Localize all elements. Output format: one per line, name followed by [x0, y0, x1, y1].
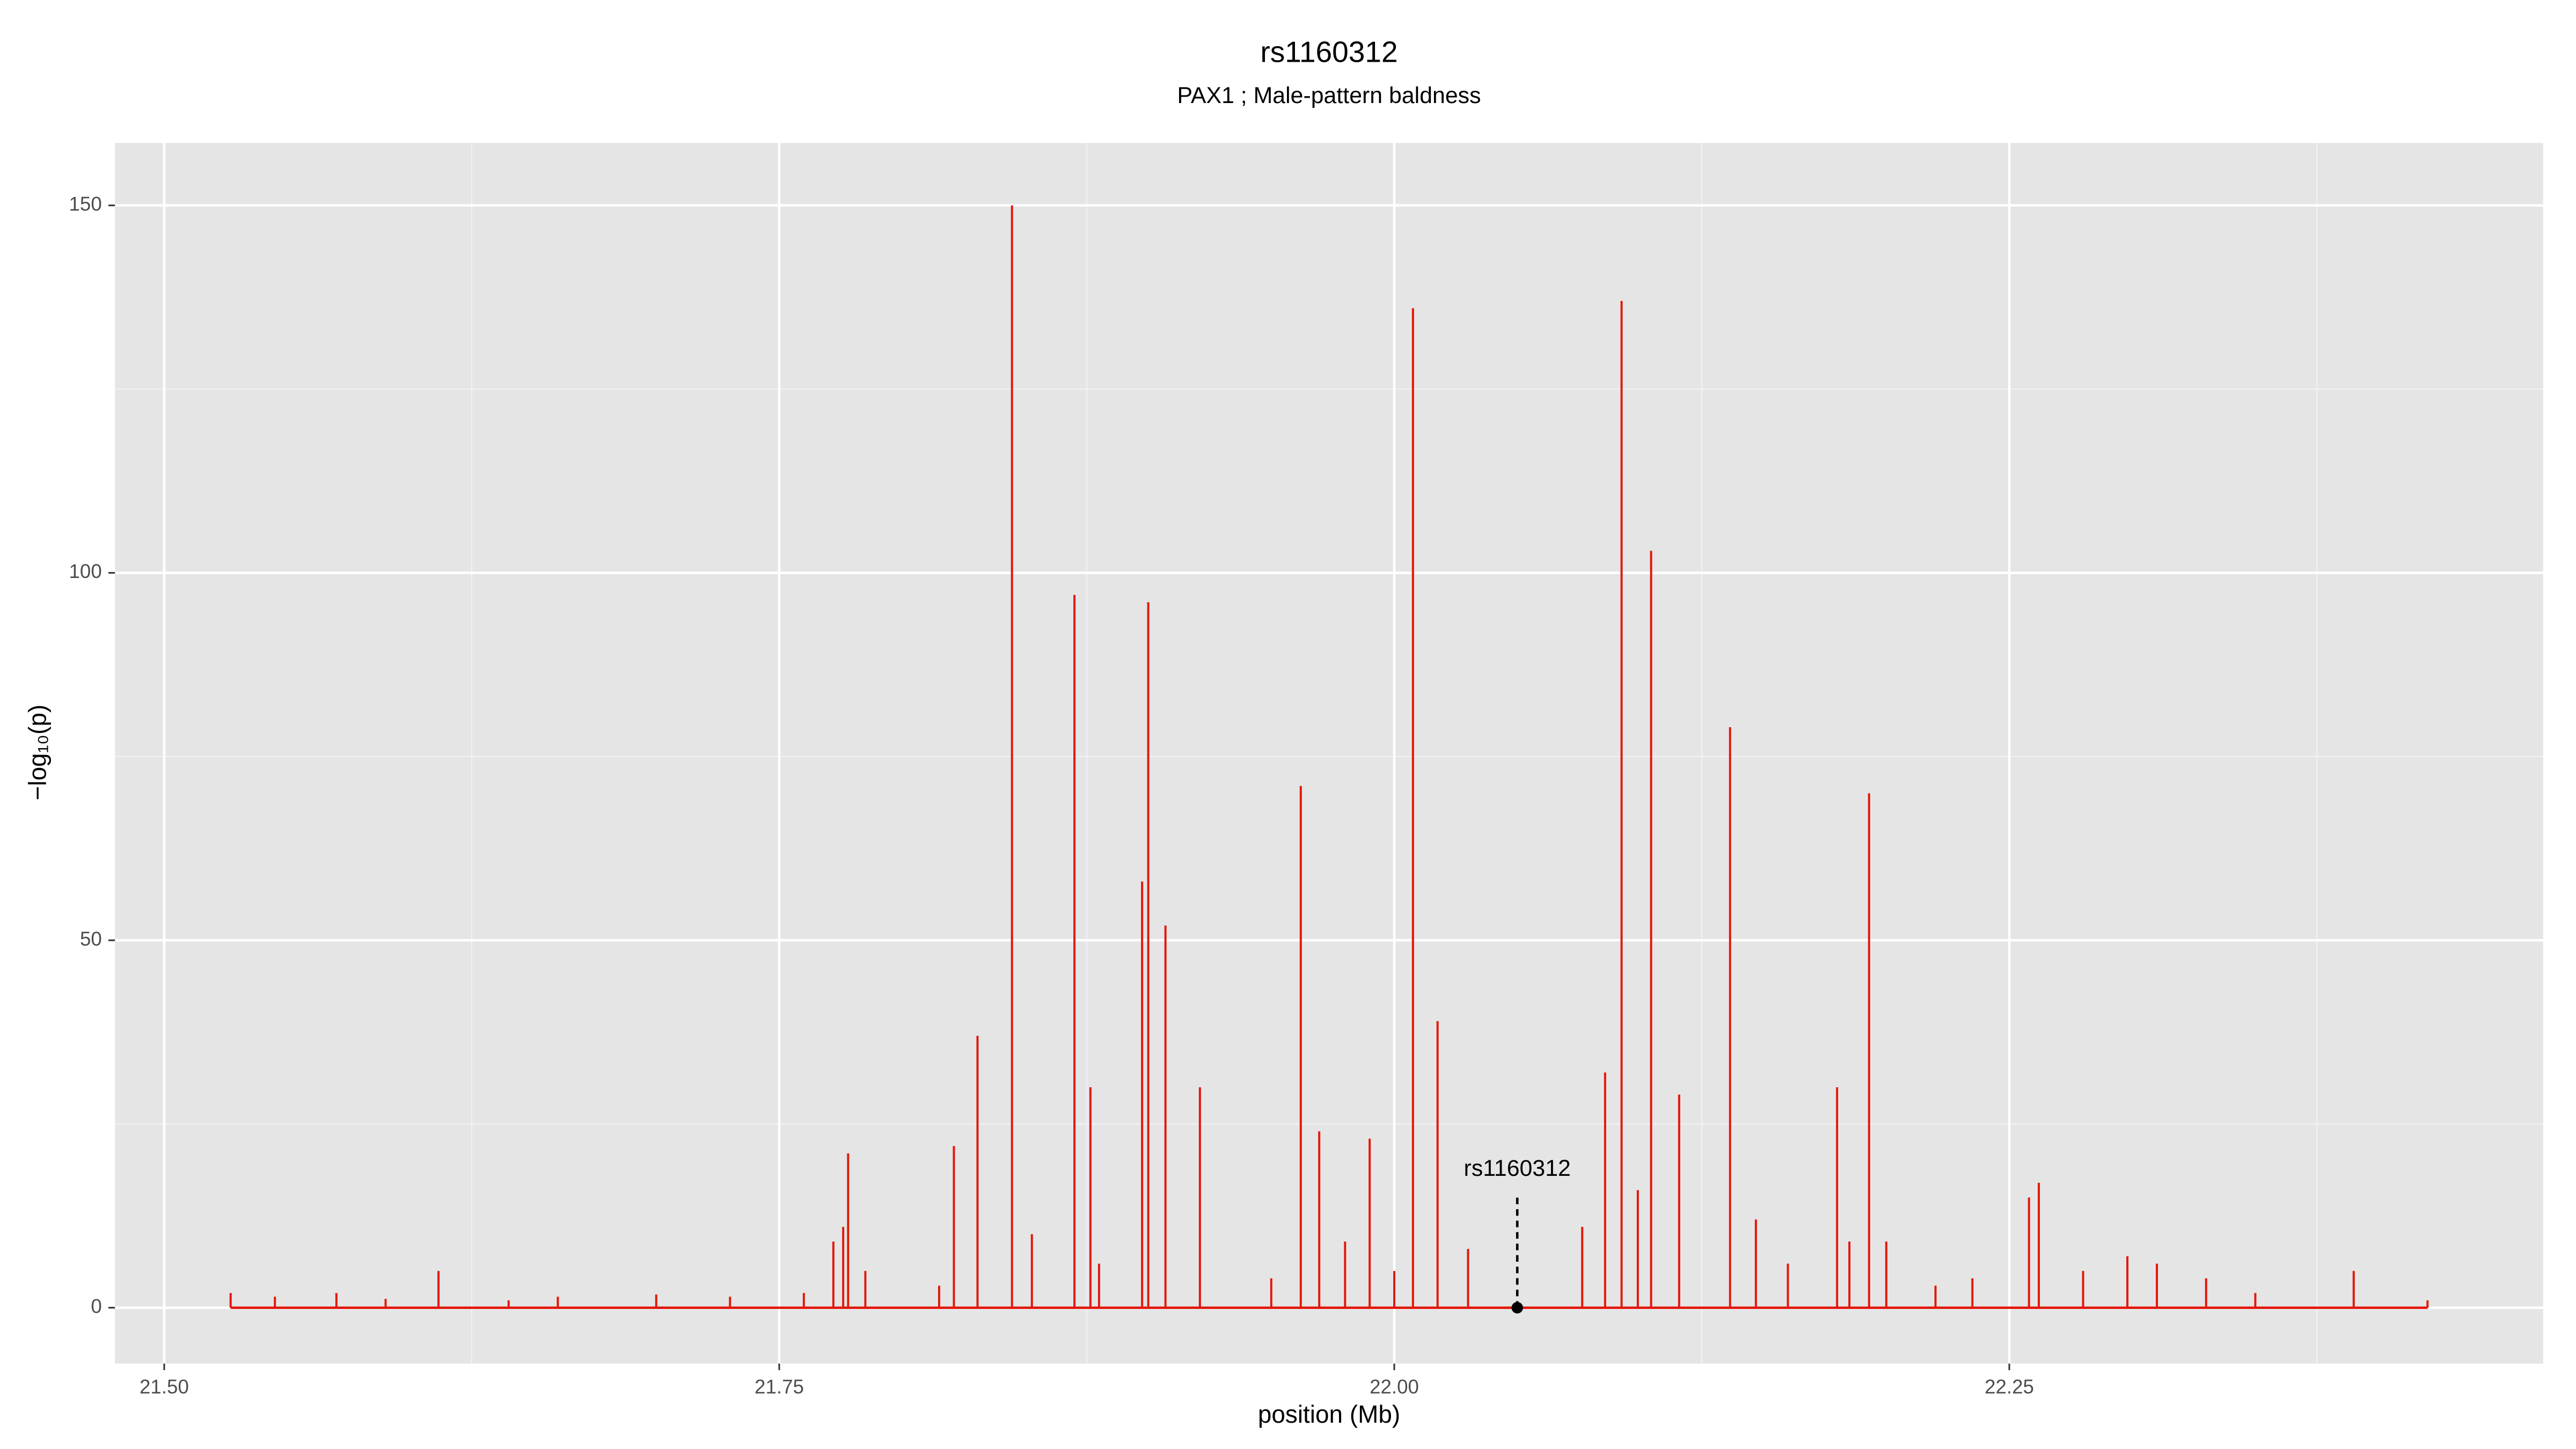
x-tick-label: 22.00 — [1370, 1375, 1419, 1397]
x-tick-label: 21.50 — [140, 1375, 189, 1397]
annotation-label: rs1160312 — [1464, 1155, 1571, 1181]
chart-subtitle: PAX1 ; Male-pattern baldness — [1177, 83, 1481, 108]
x-axis-title: position (Mb) — [1258, 1400, 1400, 1428]
plot-panel — [115, 143, 2543, 1364]
chart-title: rs1160312 — [1260, 35, 1397, 69]
y-tick-label: 100 — [69, 560, 102, 582]
y-tick-label: 0 — [91, 1295, 101, 1317]
annotation-point — [1511, 1302, 1523, 1314]
y-tick-label: 150 — [69, 193, 102, 215]
y-axis-title: −log₁₀(p) — [24, 705, 52, 801]
x-tick-label: 22.25 — [1985, 1375, 2034, 1397]
y-tick-label: 50 — [80, 928, 102, 950]
x-tick-label: 21.75 — [755, 1375, 804, 1397]
